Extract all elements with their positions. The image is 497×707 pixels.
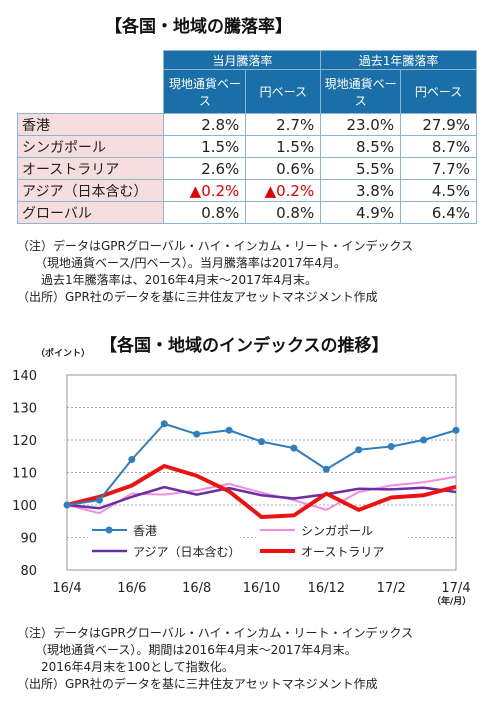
data-point xyxy=(322,465,330,473)
sub-header-local-2: 現地通貨ベース xyxy=(320,69,402,114)
index-line-chart: 80 90 100 110 120 130 140 16/4 16/6 16/8 16/10 16/1… xyxy=(12,347,471,607)
chart-note-line: （現地通貨ベース）。期間は2016年4月末～2017年4月末。 xyxy=(17,643,357,657)
table-cell: 1.5% xyxy=(245,135,322,158)
table-note-line: （現地通貨ベース/円ベース）。当月騰落率は2017年4月。 xyxy=(17,256,347,270)
legend-marker xyxy=(105,526,113,534)
x-tick-label: 16/6 xyxy=(117,581,146,596)
sub-header-yen-1: 円ベース xyxy=(245,69,322,114)
data-point xyxy=(193,430,201,438)
table-body: 香港 2.8% 2.7% 23.0% 27.9% シンガポール 1.5% 1.5% 8.5% 8.… xyxy=(16,113,477,224)
row-label: アジア（日本含む） xyxy=(16,179,165,202)
table-cell: 4.5% xyxy=(400,179,477,202)
table-corner xyxy=(16,50,165,114)
row-label: オーストラリア xyxy=(16,157,165,180)
legend-label: シンガポール xyxy=(301,524,373,538)
sub-header-local-1: 現地通貨ベース xyxy=(163,69,247,114)
data-point xyxy=(420,436,428,444)
data-point xyxy=(355,446,363,454)
table-note-line: （注）データはGPRグローバル・ハイ・インカム・リート・インデックス xyxy=(17,239,414,253)
x-tick-label: 17/2 xyxy=(377,581,406,596)
table-cell: 23.0% xyxy=(320,113,402,136)
table-cell: 7.7% xyxy=(400,157,477,180)
table-cell: 6.4% xyxy=(400,201,477,224)
data-point xyxy=(225,426,233,434)
data-point xyxy=(258,438,265,446)
table-notes: （注）データはGPRグローバル・ハイ・インカム・リート・インデックス （現地通貨… xyxy=(17,238,413,306)
x-tick-label: 16/12 xyxy=(308,581,345,596)
table-row: アジア（日本含む） ▲0.2% ▲0.2% 3.8% 4.5% xyxy=(16,179,477,202)
row-label: シンガポール xyxy=(16,135,165,158)
chart-note-line: 2016年4月末を100として指数化。 xyxy=(17,660,234,674)
table-cell: 0.8% xyxy=(163,201,247,224)
y-tick-label: 100 xyxy=(12,499,37,514)
table-cell: 1.5% xyxy=(163,135,247,158)
legend-bg xyxy=(256,542,408,559)
series-line-3 xyxy=(66,464,457,520)
data-point xyxy=(387,443,395,450)
x-axis-unit: （年/月） xyxy=(432,595,471,607)
x-tick-label: 16/8 xyxy=(182,581,211,596)
row-label: 香港 xyxy=(16,113,165,136)
legend-label: 香港 xyxy=(133,524,157,538)
series-line-2 xyxy=(66,485,457,510)
table-row: グローバル 0.8% 0.8% 4.9% 6.4% xyxy=(16,201,477,224)
table-note-source: （出所）GPR社のデータを基に三井住友アセットマネジメント作成 xyxy=(17,290,378,304)
table-cell: 0.6% xyxy=(245,157,322,180)
chart-title: 【各国・地域のインデックスの推移】 xyxy=(100,336,389,356)
x-tick-label: 17/4 xyxy=(441,581,470,596)
x-tick-label: 16/4 xyxy=(52,581,81,596)
table-cell: 2.7% xyxy=(245,113,322,136)
table-row: シンガポール 1.5% 1.5% 8.5% 8.7% xyxy=(16,135,477,158)
table-note-line: 過去1年騰落率は、2016年4月末～2017年4月末。 xyxy=(17,273,317,287)
table-cell: 4.9% xyxy=(320,201,402,224)
table-cell: 8.5% xyxy=(320,135,402,158)
y-tick-label: 140 xyxy=(12,369,37,384)
sub-header-yen-2: 円ベース xyxy=(400,69,477,114)
table-cell: 2.8% xyxy=(163,113,247,136)
y-tick-label: 80 xyxy=(20,564,37,579)
y-tick-label: 120 xyxy=(12,434,37,449)
plot-area xyxy=(66,374,457,571)
table-row: オーストラリア 2.6% 0.6% 5.5% 7.7% xyxy=(16,157,477,180)
legend-bg xyxy=(88,521,240,538)
legend-bg xyxy=(88,542,240,559)
group-header-monthly: 当月騰落率 xyxy=(163,50,322,70)
table-cell: ▲0.2% xyxy=(163,179,247,202)
table-cell: 27.9% xyxy=(400,113,477,136)
chart-note-line: （注）データはGPRグローバル・ハイ・インカム・リート・インデックス xyxy=(17,626,414,640)
legend-label: オーストラリア xyxy=(301,545,384,559)
table-cell: 8.7% xyxy=(400,135,477,158)
y-axis-unit: （ポイント） xyxy=(36,347,90,359)
return-table: 当月騰落率 過去1年騰落率 現地通貨ベース 円ベース 現地通貨ベース 円ベース … xyxy=(16,50,477,224)
data-point xyxy=(160,420,168,428)
y-tick-label: 130 xyxy=(12,402,37,417)
group-header-yearly: 過去1年騰落率 xyxy=(320,50,477,70)
chart-note-source: （出所）GPR社のデータを基に三井住友アセットマネジメント作成 xyxy=(17,677,378,691)
series-line-1 xyxy=(66,475,457,515)
table-cell: 2.6% xyxy=(163,157,247,180)
legend-bg xyxy=(256,521,408,538)
data-point xyxy=(128,456,136,463)
data-point xyxy=(290,444,298,452)
y-tick-label: 110 xyxy=(12,467,37,482)
data-point xyxy=(63,501,71,509)
y-tick-label: 90 xyxy=(20,532,37,547)
table-row: 香港 2.8% 2.7% 23.0% 27.9% xyxy=(16,113,477,136)
row-label: グローバル xyxy=(16,201,165,224)
data-point xyxy=(95,496,103,504)
table-cell: 5.5% xyxy=(320,157,402,180)
x-tick-label: 16/10 xyxy=(243,581,280,596)
table-cell: 0.8% xyxy=(245,201,322,224)
data-point xyxy=(452,426,460,434)
table-cell: 3.8% xyxy=(320,179,402,202)
legend-label: アジア（日本含む） xyxy=(133,544,241,559)
table-title: 【各国・地域の騰落率】 xyxy=(105,17,292,37)
table-cell: ▲0.2% xyxy=(245,179,322,202)
chart-notes: （注）データはGPRグローバル・ハイ・インカム・リート・インデックス （現地通貨… xyxy=(17,625,413,693)
